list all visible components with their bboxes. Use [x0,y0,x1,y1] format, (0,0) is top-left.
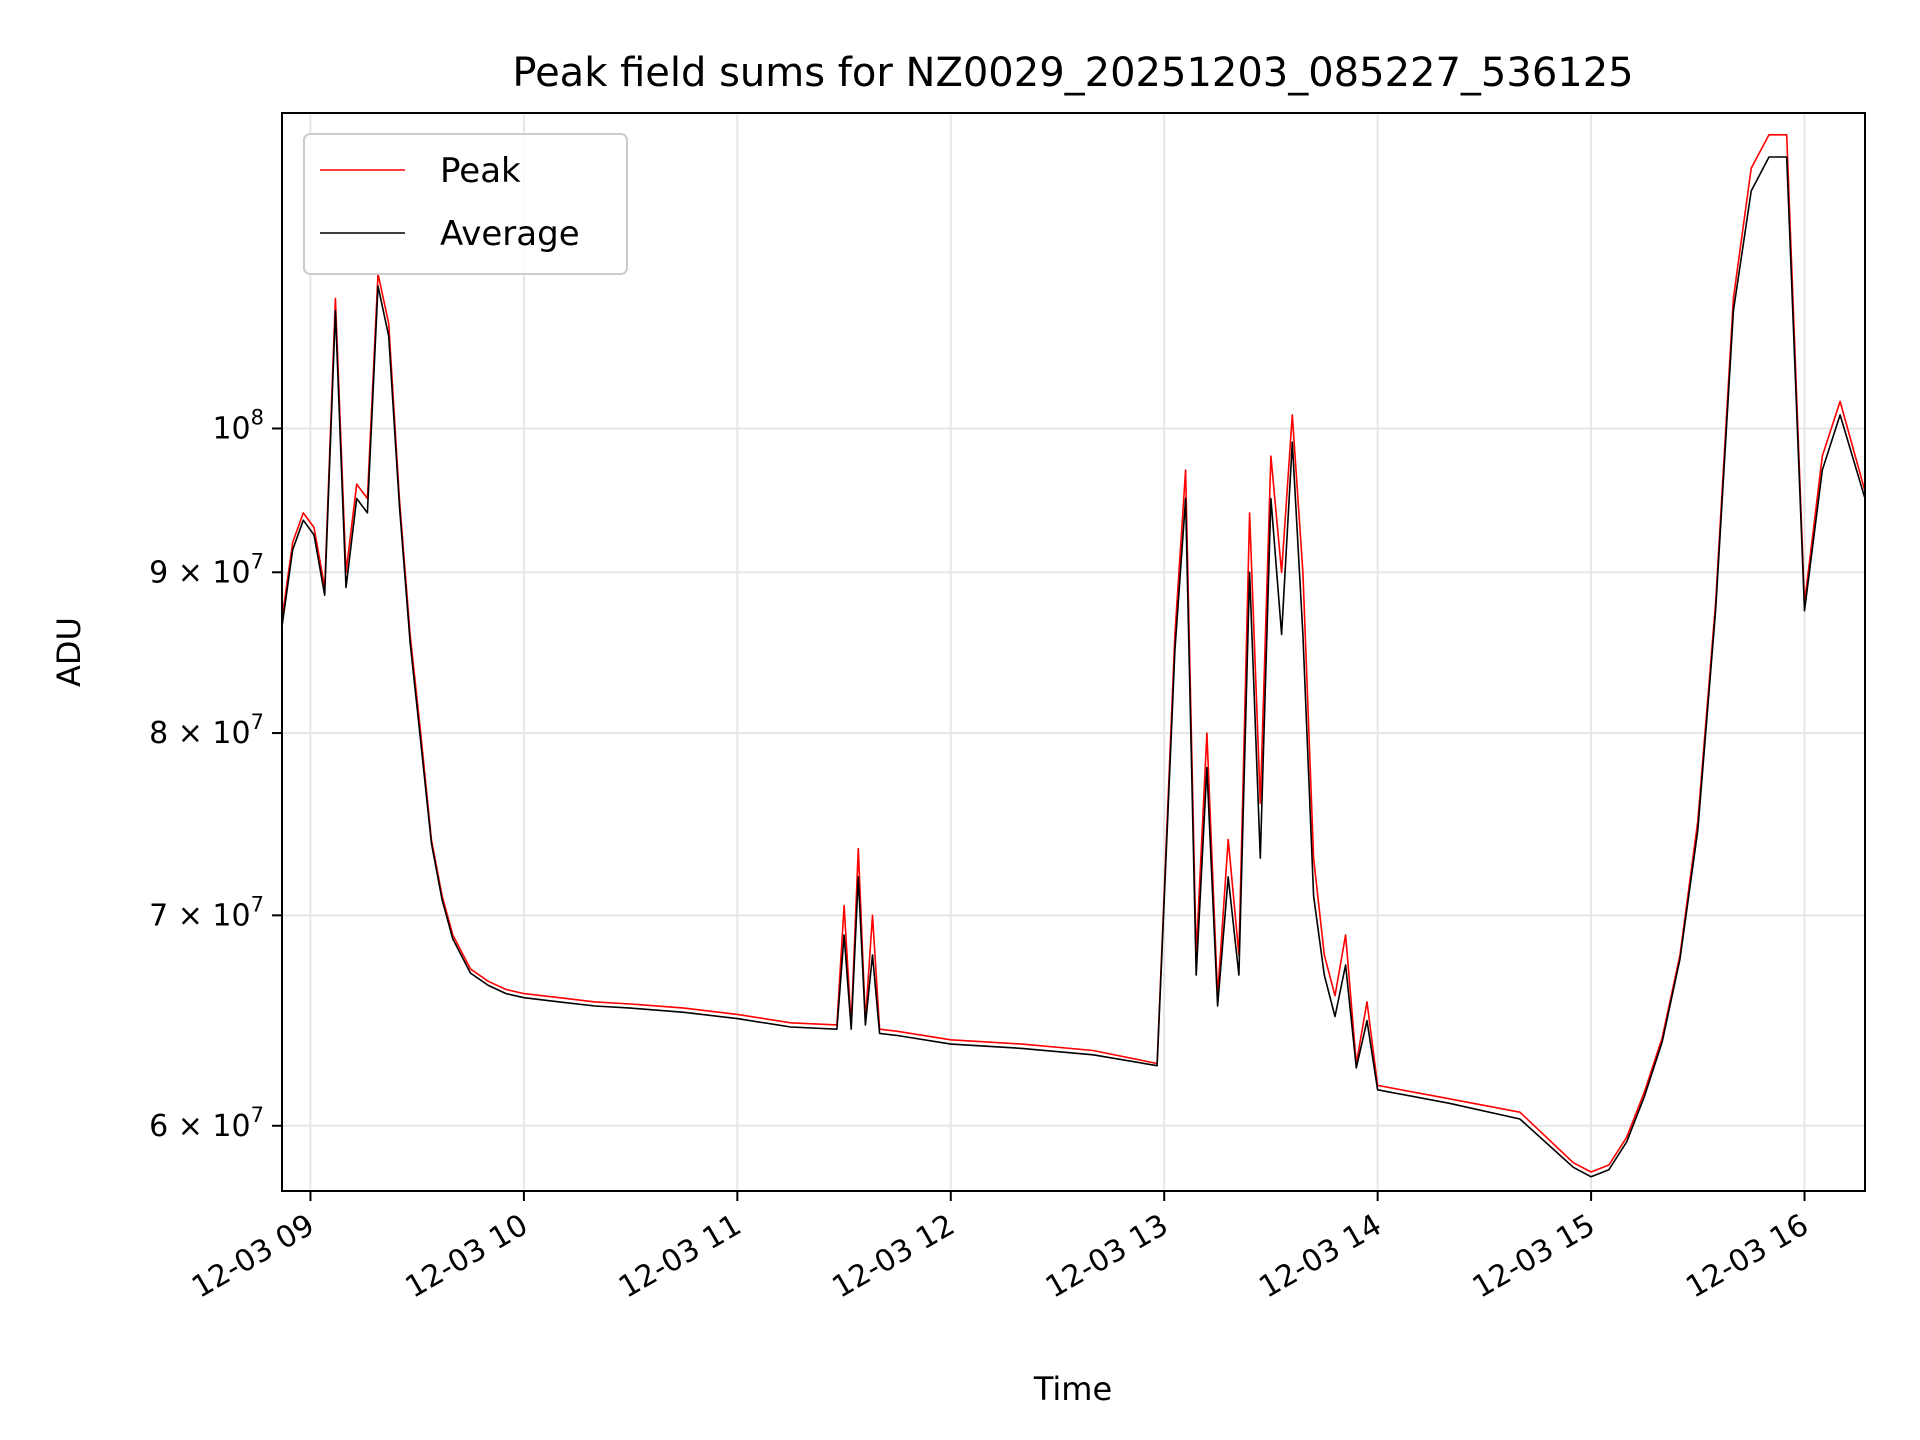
series-line-average [282,156,1865,1178]
grid [282,113,1865,1191]
y-axis: 6 × 107 7 × 107 8 × 107 9 × 107 108 [149,405,282,1144]
y-tick-label: 8 × 107 [149,710,264,751]
y-axis-label: ADU [50,617,88,687]
legend-label-average: Average [440,214,580,254]
legend-box [303,133,628,275]
x-axis-label: Time [1033,1370,1112,1408]
legend: Peak Average [303,133,628,275]
y-tick-label: 6 × 107 [149,1103,264,1144]
y-tick-label: 7 × 107 [149,892,264,933]
y-tick-label: 9 × 107 [149,549,264,590]
series-layer [282,134,1865,1178]
y-tick-label: 108 [212,405,264,446]
plot-frame [281,112,1866,1192]
legend-label-peak: Peak [440,151,521,191]
chart-title: Peak field sums for NZ0029_20251203_0852… [512,50,1633,96]
